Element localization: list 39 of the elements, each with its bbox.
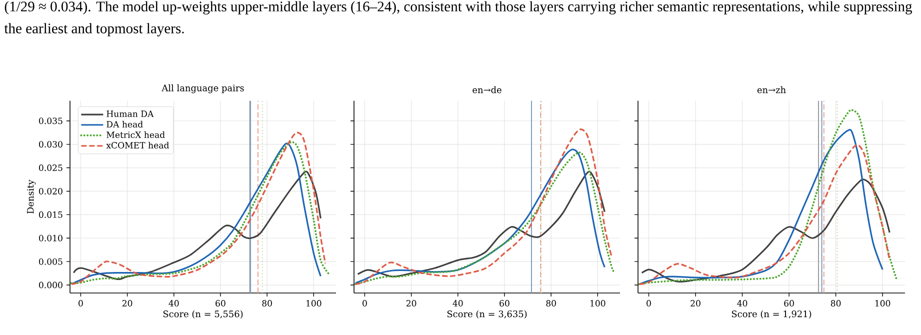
x-tick-label: 0 (646, 300, 651, 307)
legend-label: MetricX head (106, 131, 165, 138)
x-tick-label: 100 (875, 300, 890, 307)
y-tick-label: 0.000 (39, 282, 62, 288)
y-axis-title: Density (27, 180, 36, 214)
x-tick-label: 60 (216, 300, 226, 307)
y-tick-label: 0.015 (39, 211, 62, 218)
x-tick-label: 40 (168, 300, 179, 307)
x-axis-title: Score (n = 1,921) (732, 310, 812, 319)
x-tick-label: 60 (784, 300, 794, 307)
legend-label: xCOMET head (106, 142, 169, 148)
x-axis-title: Score (n = 5,556) (163, 310, 243, 319)
x-tick-label: 0 (78, 300, 83, 307)
x-tick-label: 60 (500, 300, 510, 307)
x-axis-title: Score (n = 3,635) (447, 310, 527, 319)
line-series (72, 170, 322, 280)
y-tick-label: 0.030 (39, 141, 62, 148)
x-tick-label: 20 (406, 300, 416, 307)
legend-label: DA head (106, 120, 143, 128)
chart-title: All language pairs (162, 84, 244, 94)
x-tick-label: 20 (690, 300, 700, 307)
x-tick-label: 100 (590, 300, 606, 307)
chart-title: en→zh (757, 86, 786, 94)
text: (1/29 ≈ 0.034). The model up-weights upper-middle layers (16–24), consistent with those layers carrying richer semantic representations, while suppressing the earliest and topmost layers. (4, 1, 912, 36)
y-tick-label: 0.035 (39, 118, 62, 124)
x-tick-label: 80 (262, 300, 272, 307)
legend-label: Human DA (106, 110, 154, 118)
y-tick-label: 0.020 (39, 188, 62, 194)
x-tick-label: 0 (362, 300, 367, 307)
x-tick-label: 40 (452, 300, 463, 307)
x-tick-label: 20 (122, 300, 132, 307)
x-tick-label: 80 (546, 300, 556, 307)
y-tick-label: 0.010 (39, 234, 62, 242)
x-tick-label: 80 (830, 300, 841, 307)
chart-title: en→de (472, 86, 502, 94)
y-tick-label: 0.025 (39, 164, 62, 172)
x-tick-label: 100 (306, 300, 322, 307)
y-tick-label: 0.005 (39, 258, 62, 265)
x-tick-label: 40 (737, 300, 748, 307)
